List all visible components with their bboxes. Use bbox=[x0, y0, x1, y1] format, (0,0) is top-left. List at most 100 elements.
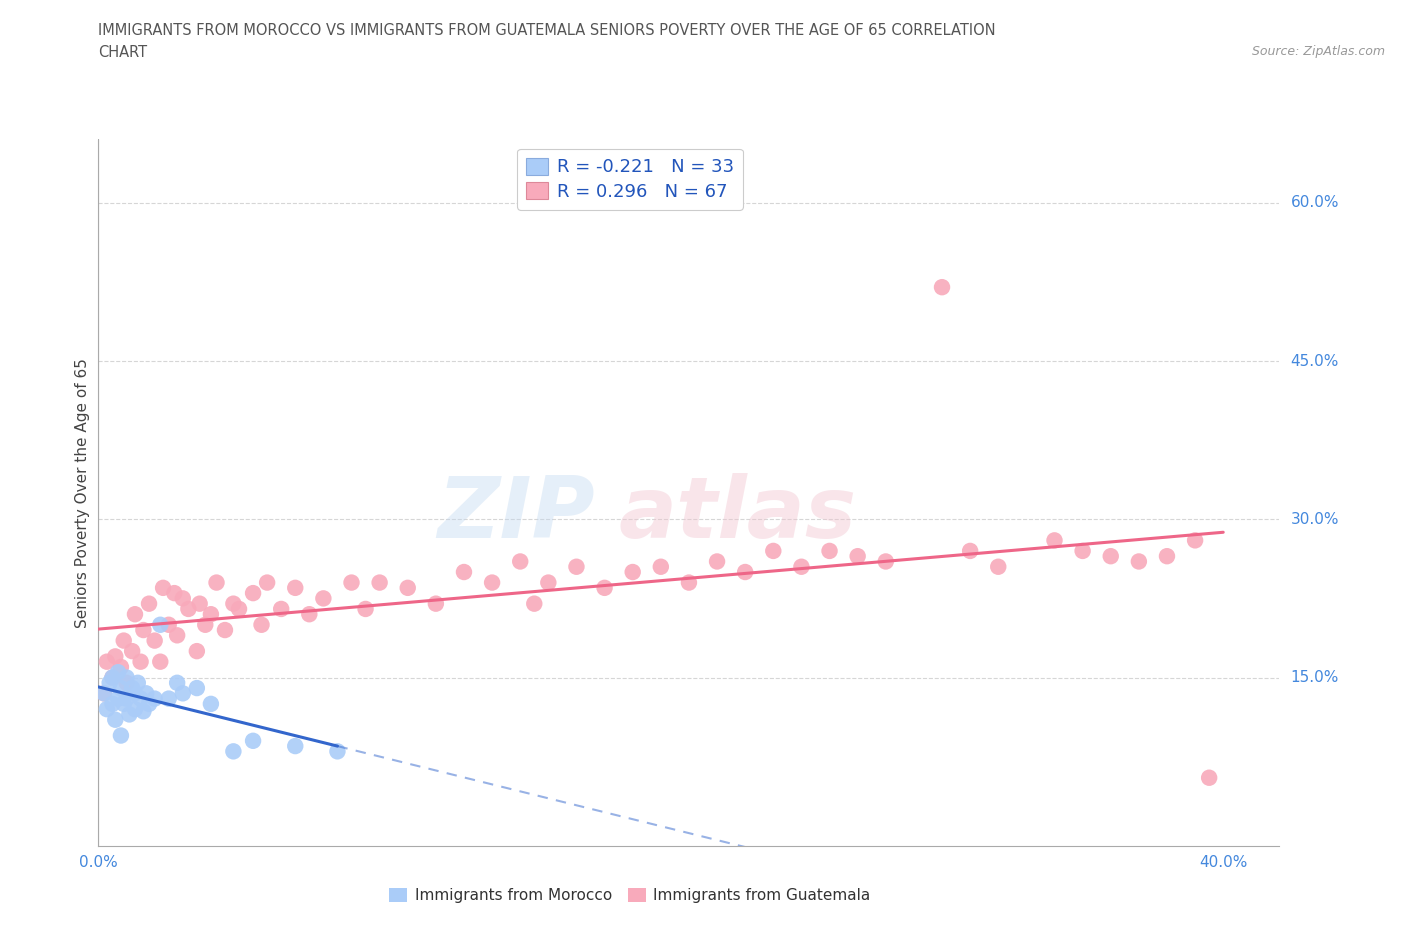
Point bbox=[149, 654, 172, 669]
Point bbox=[453, 565, 475, 579]
Point bbox=[186, 681, 208, 696]
Point bbox=[818, 543, 841, 558]
Text: 45.0%: 45.0% bbox=[1291, 353, 1339, 368]
Point bbox=[107, 665, 129, 680]
Point bbox=[284, 580, 307, 595]
Point bbox=[790, 559, 813, 574]
Point bbox=[734, 565, 756, 579]
Text: 15.0%: 15.0% bbox=[1291, 670, 1339, 685]
Point bbox=[270, 602, 292, 617]
Point bbox=[509, 554, 531, 569]
Point bbox=[706, 554, 728, 569]
Point bbox=[298, 606, 321, 621]
Point bbox=[650, 559, 672, 574]
Point bbox=[987, 559, 1010, 574]
Point bbox=[121, 644, 143, 658]
Point bbox=[110, 681, 132, 696]
Point bbox=[621, 565, 644, 579]
Point bbox=[481, 575, 503, 590]
Point bbox=[118, 707, 141, 722]
Point bbox=[166, 628, 188, 643]
Point bbox=[124, 606, 146, 621]
Point bbox=[523, 596, 546, 611]
Point bbox=[132, 622, 155, 637]
Point bbox=[186, 644, 208, 658]
Point bbox=[110, 659, 132, 674]
Point bbox=[354, 602, 377, 617]
Point bbox=[132, 704, 155, 719]
Point bbox=[1184, 533, 1206, 548]
Point bbox=[163, 586, 186, 601]
Point bbox=[93, 686, 115, 701]
Point bbox=[129, 654, 152, 669]
Text: 60.0%: 60.0% bbox=[1291, 195, 1339, 210]
Point bbox=[157, 691, 180, 706]
Point bbox=[340, 575, 363, 590]
Point bbox=[200, 697, 222, 711]
Point bbox=[101, 697, 124, 711]
Point bbox=[138, 596, 160, 611]
Point bbox=[124, 702, 146, 717]
Point bbox=[312, 591, 335, 605]
Point bbox=[678, 575, 700, 590]
Point bbox=[1198, 770, 1220, 785]
Point bbox=[425, 596, 447, 611]
Point bbox=[396, 580, 419, 595]
Text: IMMIGRANTS FROM MOROCCO VS IMMIGRANTS FROM GUATEMALA SENIORS POVERTY OVER THE AG: IMMIGRANTS FROM MOROCCO VS IMMIGRANTS FR… bbox=[98, 23, 995, 38]
Point bbox=[194, 618, 217, 632]
Point bbox=[110, 728, 132, 743]
Y-axis label: Seniors Poverty Over the Age of 65: Seniors Poverty Over the Age of 65 bbox=[75, 358, 90, 628]
Point bbox=[149, 618, 172, 632]
Point bbox=[104, 649, 127, 664]
Point bbox=[256, 575, 278, 590]
Point bbox=[143, 691, 166, 706]
Point bbox=[188, 596, 211, 611]
Text: Source: ZipAtlas.com: Source: ZipAtlas.com bbox=[1251, 45, 1385, 58]
Point bbox=[96, 702, 118, 717]
Point bbox=[107, 691, 129, 706]
Point bbox=[121, 681, 143, 696]
Text: atlas: atlas bbox=[619, 472, 856, 555]
Point bbox=[242, 586, 264, 601]
Point bbox=[222, 744, 245, 759]
Point bbox=[931, 280, 953, 295]
Point bbox=[1156, 549, 1178, 564]
Point bbox=[959, 543, 981, 558]
Point bbox=[846, 549, 869, 564]
Point bbox=[93, 686, 115, 701]
Point bbox=[762, 543, 785, 558]
Point bbox=[101, 671, 124, 685]
Point bbox=[157, 618, 180, 632]
Point bbox=[127, 675, 149, 690]
Point bbox=[1128, 554, 1150, 569]
Point bbox=[112, 697, 135, 711]
Point bbox=[875, 554, 897, 569]
Point bbox=[172, 591, 194, 605]
Legend: Immigrants from Morocco, Immigrants from Guatemala: Immigrants from Morocco, Immigrants from… bbox=[382, 882, 877, 910]
Point bbox=[135, 686, 157, 701]
Point bbox=[1099, 549, 1122, 564]
Point bbox=[593, 580, 616, 595]
Point bbox=[129, 691, 152, 706]
Point bbox=[101, 671, 124, 685]
Point bbox=[368, 575, 391, 590]
Point bbox=[96, 654, 118, 669]
Point bbox=[326, 744, 349, 759]
Point bbox=[172, 686, 194, 701]
Point bbox=[200, 606, 222, 621]
Point bbox=[104, 712, 127, 727]
Point bbox=[565, 559, 588, 574]
Point bbox=[143, 633, 166, 648]
Point bbox=[152, 580, 174, 595]
Point bbox=[228, 602, 250, 617]
Point bbox=[177, 602, 200, 617]
Point bbox=[205, 575, 228, 590]
Point bbox=[222, 596, 245, 611]
Point bbox=[166, 675, 188, 690]
Point bbox=[112, 633, 135, 648]
Point bbox=[98, 675, 121, 690]
Point bbox=[284, 738, 307, 753]
Point bbox=[1043, 533, 1066, 548]
Point bbox=[537, 575, 560, 590]
Point bbox=[242, 734, 264, 749]
